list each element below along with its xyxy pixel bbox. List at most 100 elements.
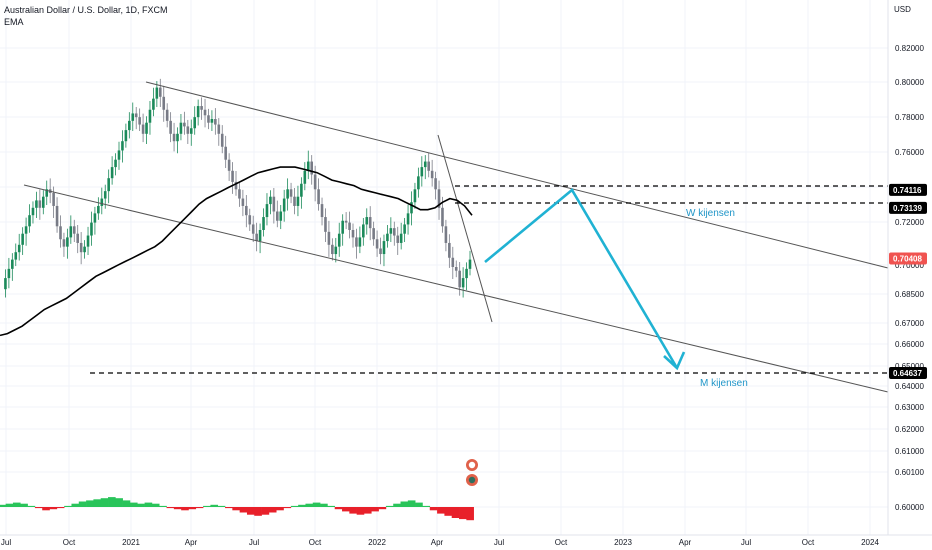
osc-bar: [56, 507, 65, 509]
candle-body: [110, 167, 114, 179]
osc-bar: [459, 507, 467, 520]
candle-body: [317, 189, 320, 205]
candle-body: [117, 150, 121, 160]
osc-bar: [100, 498, 109, 507]
candle-body: [162, 96, 166, 110]
candle-body: [413, 189, 417, 203]
candle-body: [269, 196, 272, 205]
annotation-w-kijensen[interactable]: W kijensen: [686, 208, 735, 219]
osc-bar: [93, 499, 102, 507]
osc-bar: [129, 502, 138, 507]
ema-line: [0, 166, 473, 337]
price-axis[interactable]: USD 0.820000.800000.780000.760000.740000…: [887, 0, 924, 535]
plot-background: [0, 0, 888, 550]
ema-polyline: [0, 166, 473, 337]
osc-bar: [334, 507, 343, 510]
osc-bar: [305, 503, 314, 507]
oscillator-histogram: [0, 497, 474, 521]
candle-body: [148, 109, 152, 123]
x-tick-label: Oct: [802, 538, 815, 547]
price-badge-level: [889, 201, 927, 214]
candle-body: [124, 130, 128, 142]
projection-arrow[interactable]: [484, 188, 679, 369]
osc-bar: [203, 505, 211, 507]
y-tick-label: 0.62000: [895, 425, 924, 434]
osc-bar: [385, 505, 394, 507]
candle-body: [382, 241, 386, 255]
x-tick-label: 2023: [614, 538, 632, 547]
candle-body: [392, 228, 396, 236]
annotation-m-kijensen[interactable]: M kijensen: [700, 378, 748, 389]
candle-body: [461, 278, 465, 288]
candle-body: [451, 257, 455, 267]
candle-body: [24, 226, 28, 234]
candle-body: [313, 174, 317, 190]
candle-body: [434, 178, 437, 190]
candles: [4, 78, 472, 298]
price-badge-level: [889, 367, 927, 379]
candle-body: [372, 228, 375, 240]
osc-bar: [283, 507, 292, 509]
candle-body: [251, 224, 255, 234]
candle-body: [282, 198, 286, 212]
candle-body: [107, 178, 110, 192]
grid: [0, 0, 888, 535]
x-tick-label: 2024: [861, 538, 879, 547]
osc-bar: [159, 505, 167, 507]
candle-body: [193, 117, 197, 129]
channel-lower-line[interactable]: [23, 184, 889, 393]
osc-bar: [276, 507, 284, 511]
candle-body: [241, 198, 245, 206]
price-badge-level: [889, 183, 927, 196]
candle-body: [334, 246, 338, 255]
candle-body: [62, 239, 66, 247]
candle-body: [38, 200, 42, 208]
short-trend-line[interactable]: [437, 134, 493, 323]
candle-body: [45, 189, 49, 197]
osc-bar: [239, 507, 248, 513]
candle-body: [448, 242, 451, 258]
candle-body: [141, 124, 145, 134]
osc-bar: [188, 507, 197, 510]
candle-body: [231, 170, 234, 182]
candle-body: [59, 226, 62, 240]
osc-bar: [144, 502, 153, 507]
x-tick-label: Apr: [431, 538, 444, 547]
candle-body: [69, 226, 73, 238]
candle-body: [300, 183, 303, 197]
osc-bar: [437, 507, 445, 514]
osc-bar: [415, 502, 423, 507]
candle-body: [128, 120, 131, 131]
channel-upper-line[interactable]: [145, 81, 889, 269]
candle-body: [97, 205, 100, 214]
trend-drawings: W kijensen M kijensen: [23, 81, 889, 393]
candle-body: [28, 215, 31, 227]
y-tick-label: 0.76000: [895, 148, 924, 157]
candle-body: [134, 113, 138, 118]
osc-bar: [137, 503, 145, 507]
price-badge-text: 0.70408: [893, 254, 922, 263]
osc-bar: [5, 503, 14, 507]
candle-body: [355, 237, 358, 247]
candle-body: [248, 215, 252, 225]
osc-bar: [27, 505, 36, 507]
candle-body: [465, 268, 468, 279]
y-tick-label: 0.70000: [895, 261, 924, 270]
time-axis[interactable]: Jul Oct 2021 Apr Jul Oct 2022 Apr Jul Oct 2023 Apr J…: [0, 534, 932, 547]
candle-body: [152, 98, 155, 110]
osc-bar: [151, 503, 160, 507]
candle-body: [454, 267, 458, 271]
osc-bar: [232, 507, 240, 511]
candle-body: [186, 126, 190, 134]
candle-body: [35, 200, 38, 208]
y-tick-label: 0.61000: [895, 447, 924, 456]
candle-body: [214, 119, 217, 125]
candle-body: [158, 87, 162, 97]
candle-body: [348, 222, 351, 230]
osc-bar: [0, 504, 6, 507]
event-icons[interactable]: [466, 459, 478, 486]
candle-body: [286, 189, 289, 199]
candle-body: [258, 230, 262, 242]
y-tick-label: 0.68500: [895, 290, 924, 299]
